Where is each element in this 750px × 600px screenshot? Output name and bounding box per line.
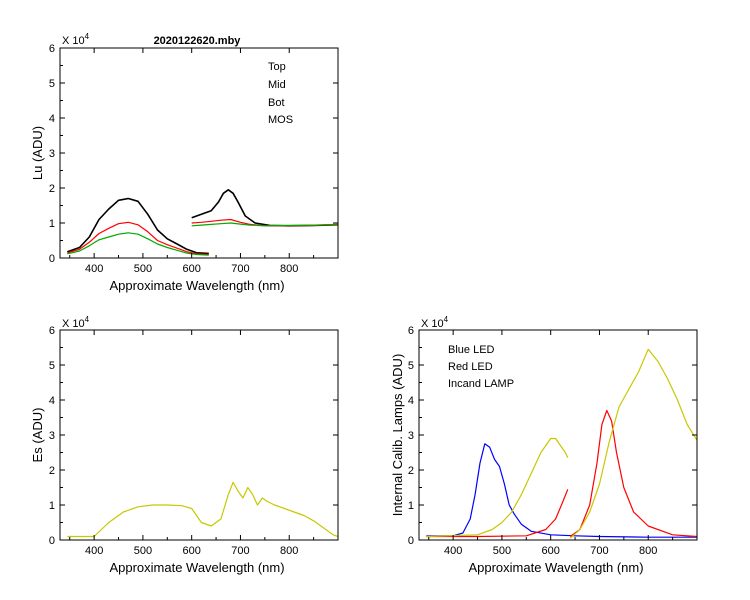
x-tick-label: 400 bbox=[444, 545, 462, 557]
y-tick-label: 5 bbox=[49, 78, 55, 90]
y-tick-label: 1 bbox=[408, 500, 414, 512]
series-line-mid-0 bbox=[67, 221, 209, 256]
x-tick-label: 800 bbox=[280, 263, 298, 275]
chart-panel-lamps: X 104 Approximate Wavelength (nm) Intern… bbox=[390, 315, 698, 575]
y-multiplier: X 104 bbox=[62, 315, 90, 330]
legend-entry-top: Top bbox=[268, 61, 286, 73]
y-tick-label: 6 bbox=[408, 325, 414, 337]
y-multiplier-base: X 10 bbox=[421, 318, 444, 330]
plot-frame bbox=[59, 329, 339, 541]
y-tick-label: 4 bbox=[49, 113, 55, 125]
chart-panel-es: X 104 Approximate Wavelength (nm) Es (AD… bbox=[30, 315, 339, 575]
legend-entry-bot: Bot bbox=[268, 97, 285, 109]
legend-entry-blue-led: Blue LED bbox=[448, 344, 495, 356]
y-tick-label: 4 bbox=[408, 395, 414, 407]
y-multiplier: X 104 bbox=[421, 315, 449, 330]
series-line-red-led-0 bbox=[426, 489, 569, 538]
y-axis-label: Lu (ADU) bbox=[30, 126, 45, 180]
y-tick-label: 6 bbox=[49, 325, 55, 337]
chart-title: 2020122620.mby bbox=[154, 35, 242, 47]
y-tick-label: 0 bbox=[49, 253, 55, 265]
x-tick-label: 500 bbox=[134, 545, 152, 557]
y-multiplier-exp: 4 bbox=[85, 315, 90, 324]
y-tick-label: 1 bbox=[49, 218, 55, 230]
series-line-incand-lamp-0 bbox=[426, 437, 569, 538]
y-multiplier-exp: 4 bbox=[444, 315, 449, 324]
x-tick-label: 700 bbox=[231, 545, 249, 557]
x-tick-label: 400 bbox=[85, 263, 103, 275]
x-tick-label: 500 bbox=[134, 263, 152, 275]
x-tick-label: 700 bbox=[231, 263, 249, 275]
series-line-incand-lamp-1 bbox=[569, 348, 698, 539]
y-axis-label: Es (ADU) bbox=[30, 408, 45, 463]
x-tick-label: 600 bbox=[183, 263, 201, 275]
y-tick-label: 5 bbox=[49, 360, 55, 372]
chart-panel-lu: 2020122620.mby X 104 Approximate Wavelen… bbox=[30, 32, 339, 293]
series-line-bot-0 bbox=[67, 232, 209, 256]
series-line-top-1 bbox=[191, 189, 339, 227]
y-tick-label: 0 bbox=[408, 535, 414, 547]
legend-entry-mid: Mid bbox=[268, 79, 286, 91]
y-multiplier-base: X 10 bbox=[62, 35, 85, 47]
y-tick-label: 6 bbox=[49, 43, 55, 55]
y-tick-label: 3 bbox=[408, 430, 414, 442]
plot-frame bbox=[59, 47, 339, 259]
x-tick-label: 600 bbox=[183, 545, 201, 557]
y-axis-label: Internal Calib. Lamps (ADU) bbox=[390, 354, 405, 517]
legend-entry-incand-lamp: Incand LAMP bbox=[448, 378, 514, 390]
series-line-red-led-1 bbox=[569, 409, 698, 538]
x-tick-label: 800 bbox=[639, 545, 657, 557]
y-multiplier: X 104 bbox=[62, 32, 90, 47]
legend: Top Mid Bot MOS bbox=[268, 61, 293, 126]
y-tick-label: 3 bbox=[49, 148, 55, 160]
x-tick-label: 500 bbox=[493, 545, 511, 557]
series-line-es-0 bbox=[67, 481, 339, 538]
x-tick-label: 800 bbox=[280, 545, 298, 557]
y-tick-label: 2 bbox=[408, 465, 414, 477]
x-tick-label: 600 bbox=[542, 545, 560, 557]
x-axis-label: Approximate Wavelength (nm) bbox=[109, 560, 284, 575]
y-tick-label: 0 bbox=[49, 535, 55, 547]
y-multiplier-base: X 10 bbox=[62, 318, 85, 330]
legend: Blue LED Red LED Incand LAMP bbox=[448, 344, 514, 390]
series-line-bot-1 bbox=[191, 222, 339, 227]
series-line-top-0 bbox=[67, 197, 209, 255]
x-tick-label: 700 bbox=[590, 545, 608, 557]
x-axis-label: Approximate Wavelength (nm) bbox=[468, 560, 643, 575]
y-tick-label: 2 bbox=[49, 465, 55, 477]
legend-entry-red-led: Red LED bbox=[448, 361, 493, 373]
y-tick-label: 3 bbox=[49, 430, 55, 442]
y-multiplier-exp: 4 bbox=[85, 32, 90, 41]
y-tick-label: 4 bbox=[49, 395, 55, 407]
y-tick-label: 2 bbox=[49, 183, 55, 195]
y-tick-label: 1 bbox=[49, 500, 55, 512]
legend-entry-mos: MOS bbox=[268, 114, 293, 126]
series-line-blue-led-0 bbox=[426, 443, 697, 538]
x-axis-label: Approximate Wavelength (nm) bbox=[109, 278, 284, 293]
x-tick-label: 400 bbox=[85, 545, 103, 557]
y-tick-label: 5 bbox=[408, 360, 414, 372]
